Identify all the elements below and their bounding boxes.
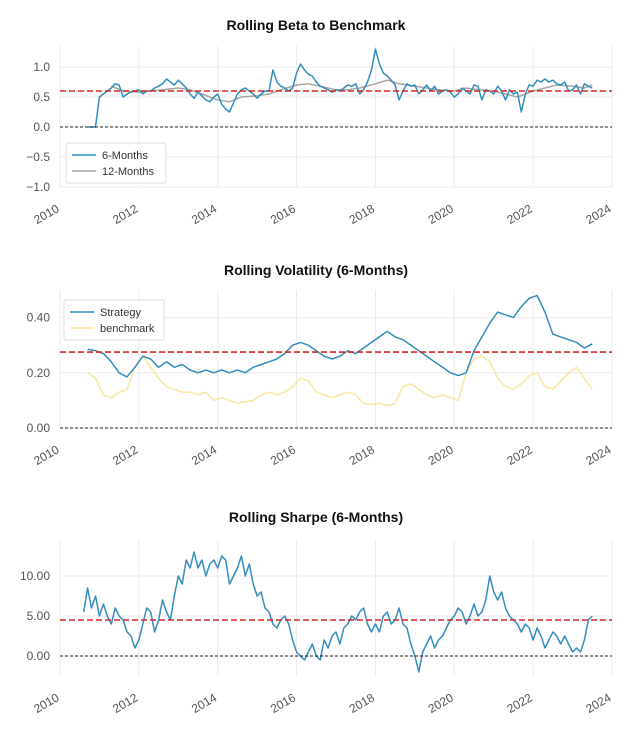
x-tick-label: 2012 [110, 201, 140, 227]
series-line-2 [87, 355, 593, 407]
y-tick-label: 0.40 [27, 311, 51, 325]
chart-3: Rolling Sharpe (6-Months) 0.00 5.00 10.00 20… [20, 509, 614, 716]
legend-label: 6-Months [102, 150, 148, 162]
x-tick-label: 2024 [583, 442, 613, 468]
y-tick-label: −0.5 [26, 150, 50, 164]
x-tick-label: 2010 [31, 201, 61, 227]
x-tick-label: 2010 [31, 442, 61, 468]
y-tick-label: −1.0 [26, 180, 50, 194]
y-tick-label: 0.00 [27, 421, 51, 435]
series-line-1 [87, 294, 593, 378]
x-tick-label: 2014 [189, 442, 219, 468]
x-tick-label: 2022 [505, 201, 535, 227]
series-line-1 [82, 551, 593, 673]
x-tick-label: 2020 [426, 690, 456, 716]
x-tick-label: 2016 [268, 442, 298, 468]
chart-title: Rolling Beta to Benchmark [227, 17, 406, 33]
chart-title: Rolling Sharpe (6-Months) [229, 509, 403, 525]
series-line-2 [111, 79, 593, 103]
y-tick-label: 1.0 [33, 60, 50, 74]
x-tick-label: 2014 [189, 201, 219, 227]
y-tick-label: 0.5 [33, 90, 50, 104]
y-tick-label: 10.00 [20, 569, 50, 583]
legend: Strategy benchmark [63, 299, 165, 341]
x-tick-label: 2020 [426, 442, 456, 468]
legend: 6-Months 12-Months [65, 142, 167, 184]
legend-label: benchmark [100, 323, 155, 335]
x-tick-label: 2014 [189, 690, 219, 716]
legend-label: 12-Months [102, 166, 154, 178]
x-tick-label: 2022 [505, 442, 535, 468]
x-tick-label: 2018 [347, 690, 377, 716]
series-line-1 [87, 48, 593, 128]
x-tick-label: 2012 [110, 690, 140, 716]
y-tick-label: 0.20 [27, 366, 51, 380]
x-tick-label: 2016 [268, 690, 298, 716]
x-tick-label: 2012 [110, 442, 140, 468]
chart-title: Rolling Volatility (6-Months) [224, 262, 408, 278]
x-tick-label: 2018 [347, 442, 377, 468]
legend-label: Strategy [100, 307, 141, 319]
x-tick-label: 2018 [347, 201, 377, 227]
x-tick-label: 2016 [268, 201, 298, 227]
x-tick-label: 2010 [31, 690, 61, 716]
x-tick-label: 2022 [505, 690, 535, 716]
y-tick-label: 0.0 [33, 120, 50, 134]
y-tick-label: 5.00 [27, 609, 51, 623]
y-tick-label: 0.00 [27, 649, 51, 663]
x-tick-label: 2024 [583, 690, 613, 716]
x-tick-label: 2020 [426, 201, 456, 227]
x-tick-label: 2024 [583, 201, 613, 227]
chart-2: Rolling Volatility (6-Months) 0.00 0.20 0.4… [27, 262, 614, 468]
chart-1: Rolling Beta to Benchmark −1.0 −0.5 0.0 0.5 1… [26, 17, 613, 227]
legend-box [65, 142, 167, 184]
legend-box [63, 299, 165, 341]
